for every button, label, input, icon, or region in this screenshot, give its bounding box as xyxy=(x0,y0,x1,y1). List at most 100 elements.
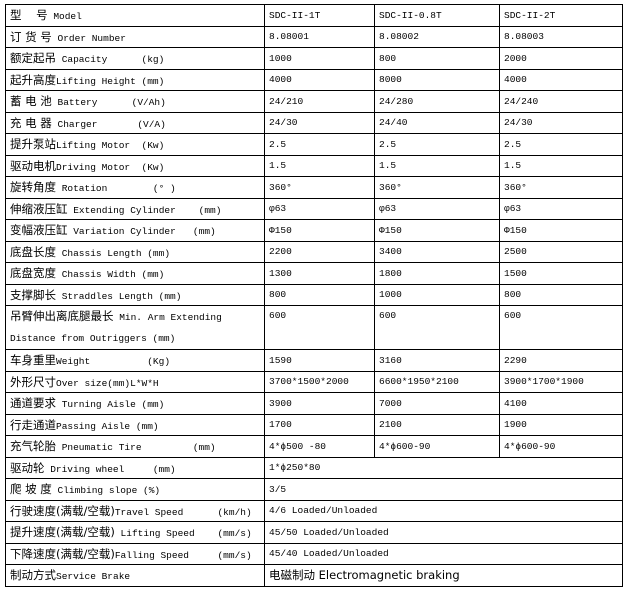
value-cell: 4*ɸ600-90 xyxy=(499,435,623,458)
label-chinese: 驱动电机 xyxy=(10,158,56,173)
value-cell: 4*ɸ600-90 xyxy=(374,435,500,458)
value-cell: 电磁制动 Electromagnetic braking xyxy=(264,564,623,587)
table-row: 提升速度(满载/空载) Lifting Speed (mm/s) 45/50 Lo… xyxy=(5,521,623,544)
value-cell: Φ150 xyxy=(264,219,375,242)
value-cell: 24/40 xyxy=(374,111,500,134)
value-cell: 1700 xyxy=(264,413,375,436)
label-chinese: 提升速度(满载/空载) xyxy=(10,525,115,540)
label-chinese: 额定起吊 xyxy=(10,51,56,66)
value-cell: 1*ɸ250*80 xyxy=(264,456,623,479)
value-cell: 7000 xyxy=(374,392,500,415)
value-cell: 45/40 Loaded/Unloaded xyxy=(264,542,623,565)
value-cell: SDC-II-2T xyxy=(499,4,623,27)
table-row: 起升高度Lifting Height (mm) 4000 8000 4000 xyxy=(5,68,623,91)
table-row: 型 号 Model SDC-II-1T SDC-II-0.8T SDC-II-2T xyxy=(5,4,623,27)
row-label: 额定起吊 Capacity (kg) xyxy=(5,47,265,70)
row-label: 伸缩液压缸 Extending Cylinder (mm) xyxy=(5,197,265,220)
row-label: 制动方式Service Brake xyxy=(5,564,265,587)
table-row: 驱动轮 Driving wheel (mm) 1*ɸ250*80 xyxy=(5,456,623,479)
label-english: Weight (Kg) xyxy=(56,356,171,368)
row-label: 起升高度Lifting Height (mm) xyxy=(5,68,265,91)
label-english: Variation Cylinder (mm) xyxy=(67,226,216,238)
table-row: 蓄 电 池 Battery (V/Ah) 24/210 24/280 24/240 xyxy=(5,90,623,113)
label-english: Lifting Height (mm) xyxy=(56,75,165,87)
label-english: Model xyxy=(47,11,82,23)
label-english: Order Number xyxy=(51,32,126,44)
value-cell: 1000 xyxy=(264,47,375,70)
value-cell: 24/30 xyxy=(499,111,623,134)
value-cell: 2000 xyxy=(499,47,623,70)
label-english: Driving wheel (mm) xyxy=(44,463,176,475)
spec-table: 型 号 Model SDC-II-1T SDC-II-0.8T SDC-II-2T 订 … xyxy=(5,4,623,587)
value-cell: 4100 xyxy=(499,392,623,415)
value-cell: 800 xyxy=(499,283,623,306)
table-row: 充 电 器 Charger (V/A) 24/30 24/40 24/30 xyxy=(5,111,623,134)
row-label: 提升泵站Lifting Motor (Kw) xyxy=(5,133,265,156)
table-row: 下降速度(满载/空载)Falling Speed (mm/s) 45/40 Loa… xyxy=(5,542,623,565)
value-cell: 4*ɸ500 -80 xyxy=(264,435,375,458)
row-label: 充气轮胎 Pneumatic Tire (mm) xyxy=(5,435,265,458)
table-row: 爬 坡 度 Climbing slope (%) 3/5 xyxy=(5,478,623,501)
value-cell: 6600*1950*2100 xyxy=(374,370,500,393)
value-cell: Φ150 xyxy=(374,219,500,242)
label-chinese: 订 货 号 xyxy=(10,29,52,44)
value-cell: 45/50 Loaded/Unloaded xyxy=(264,521,623,544)
value-cell: 8.08002 xyxy=(374,25,500,48)
label-chinese: 底盘长度 xyxy=(10,244,56,259)
label-chinese: 车身重里 xyxy=(10,353,56,368)
value-cell: 1900 xyxy=(499,413,623,436)
label-chinese: 伸缩液压缸 xyxy=(10,201,68,216)
label-english: Climbing slope (%) xyxy=(51,485,161,497)
row-label: 蓄 电 池 Battery (V/Ah) xyxy=(5,90,265,113)
value-cell: 1300 xyxy=(264,262,375,285)
table-row: 驱动电机Driving Motor (Kw) 1.5 1.5 1.5 xyxy=(5,154,623,177)
label-chinese: 行驶速度(满载/空载) xyxy=(10,503,115,518)
label-chinese: 提升泵站 xyxy=(10,137,56,152)
value-cell: 3400 xyxy=(374,240,500,263)
value-cell: 3/5 xyxy=(264,478,623,501)
label-chinese: 变幅液压缸 xyxy=(10,223,68,238)
table-row: 伸缩液压缸 Extending Cylinder (mm) φ63 φ63 φ63 xyxy=(5,197,623,220)
label-english: Over size(mm)L*W*H xyxy=(56,377,159,389)
label-chinese: 支撑脚长 xyxy=(10,287,56,302)
value-cell: 1800 xyxy=(374,262,500,285)
label-chinese: 下降速度(满载/空载) xyxy=(10,546,115,561)
row-label: 底盘长度 Chassis Length (mm) xyxy=(5,240,265,263)
row-label: 驱动轮 Driving wheel (mm) xyxy=(5,456,265,479)
row-label: 订 货 号 Order Number xyxy=(5,25,265,48)
value-cell: 800 xyxy=(264,283,375,306)
value-cell: 2.5 xyxy=(499,133,623,156)
row-label: 充 电 器 Charger (V/A) xyxy=(5,111,265,134)
value-cell: SDC-II-1T xyxy=(264,4,375,27)
value-cell: 24/30 xyxy=(264,111,375,134)
label-english: Extending Cylinder (mm) xyxy=(67,204,222,216)
label-english: Rotation (° ) xyxy=(56,183,176,195)
row-label: 底盘宽度 Chassis Width (mm) xyxy=(5,262,265,285)
label-chinese: 充 电 器 xyxy=(10,115,52,130)
table-row: 制动方式Service Brake 电磁制动 Electromagnetic br… xyxy=(5,564,623,587)
row-label: 车身重里Weight (Kg) xyxy=(5,349,265,372)
table-row: 底盘长度 Chassis Length (mm) 2200 3400 2500 xyxy=(5,240,623,263)
value-cell: 3900*1700*1900 xyxy=(499,370,623,393)
spec-table-body: 型 号 Model SDC-II-1T SDC-II-0.8T SDC-II-2T 订 … xyxy=(5,4,623,587)
value-cell: 360° xyxy=(374,176,500,199)
table-row: 提升泵站Lifting Motor (Kw) 2.5 2.5 2.5 xyxy=(5,133,623,156)
label-chinese: 通道要求 xyxy=(10,396,56,411)
label-english: Straddles Length (mm) xyxy=(56,290,182,302)
label-english: Passing Aisle (mm) xyxy=(56,420,159,432)
label-english: Battery (V/Ah) xyxy=(51,97,166,109)
value-cell: 1590 xyxy=(264,349,375,372)
row-label: 外形尺寸Over size(mm)L*W*H xyxy=(5,370,265,393)
table-row: 变幅液压缸 Variation Cylinder (mm) Φ150 Φ150 Φ15… xyxy=(5,219,623,242)
value-cell: 1.5 xyxy=(499,154,623,177)
row-label: 通道要求 Turning Aisle (mm) xyxy=(5,392,265,415)
row-label: 变幅液压缸 Variation Cylinder (mm) xyxy=(5,219,265,242)
value-cell: 600 xyxy=(499,305,623,350)
value-cell: 600 xyxy=(374,305,500,350)
value-cell: 2200 xyxy=(264,240,375,263)
label-chinese: 起升高度 xyxy=(10,72,56,87)
label-english: Charger (V/A) xyxy=(51,118,166,130)
label-english: Falling Speed (mm/s) xyxy=(114,549,252,561)
row-label: 提升速度(满载/空载) Lifting Speed (mm/s) xyxy=(5,521,265,544)
label-english: Pneumatic Tire (mm) xyxy=(56,442,216,454)
